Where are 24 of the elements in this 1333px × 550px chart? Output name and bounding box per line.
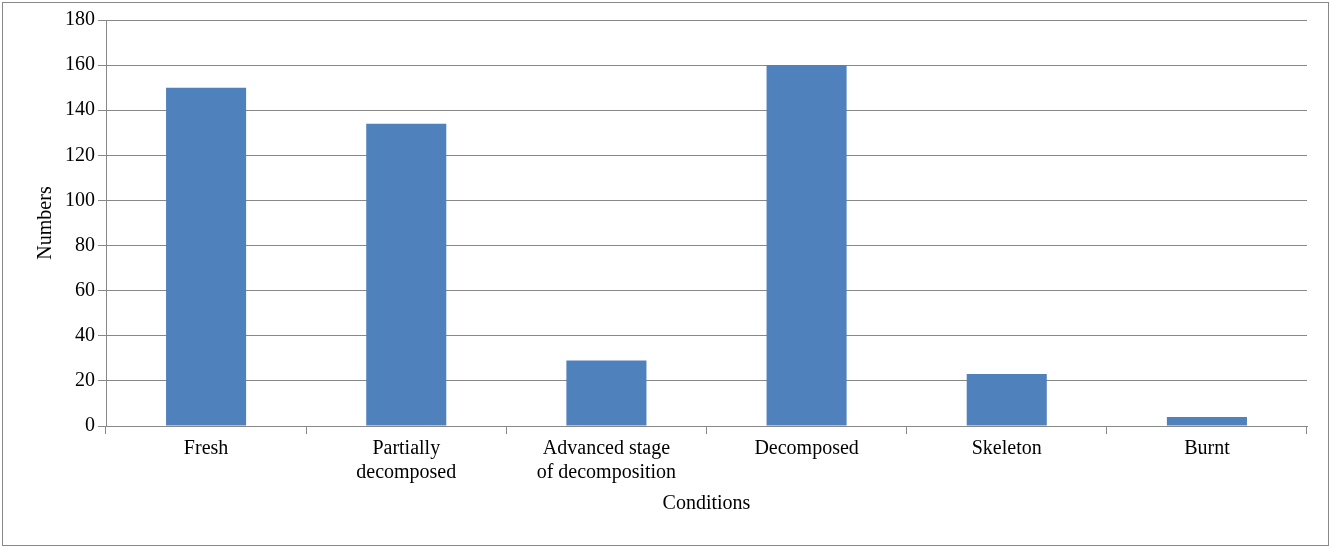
x-tick-label: Burnt: [1184, 436, 1231, 459]
x-tick-label: Skeleton: [971, 436, 1042, 459]
y-tick-label: 100: [65, 187, 95, 210]
y-tick-label: 20: [75, 368, 95, 391]
y-axis-title: Numbers: [33, 186, 56, 260]
y-tick-label: 0: [85, 413, 95, 436]
y-tick-label: 180: [65, 7, 95, 30]
y-tick-label: 80: [75, 232, 95, 255]
bar: [1166, 416, 1247, 426]
x-tick-label: Advanced stage of decomposition: [536, 436, 677, 484]
y-tick-label: 40: [75, 323, 95, 346]
bar: [966, 374, 1047, 426]
bar: [766, 65, 847, 426]
y-tick-label: 160: [65, 52, 95, 75]
y-tick-label: 120: [65, 142, 95, 165]
bar: [566, 360, 647, 426]
y-tick-label: 60: [75, 277, 95, 300]
bar: [366, 123, 447, 426]
x-tick-label: Partially decomposed: [356, 436, 457, 484]
x-tick-label: Decomposed: [754, 436, 859, 460]
x-axis-title: Conditions: [662, 491, 751, 514]
x-tick-label: Fresh: [183, 436, 229, 459]
bar: [166, 87, 247, 426]
y-tick-label: 140: [65, 97, 95, 120]
